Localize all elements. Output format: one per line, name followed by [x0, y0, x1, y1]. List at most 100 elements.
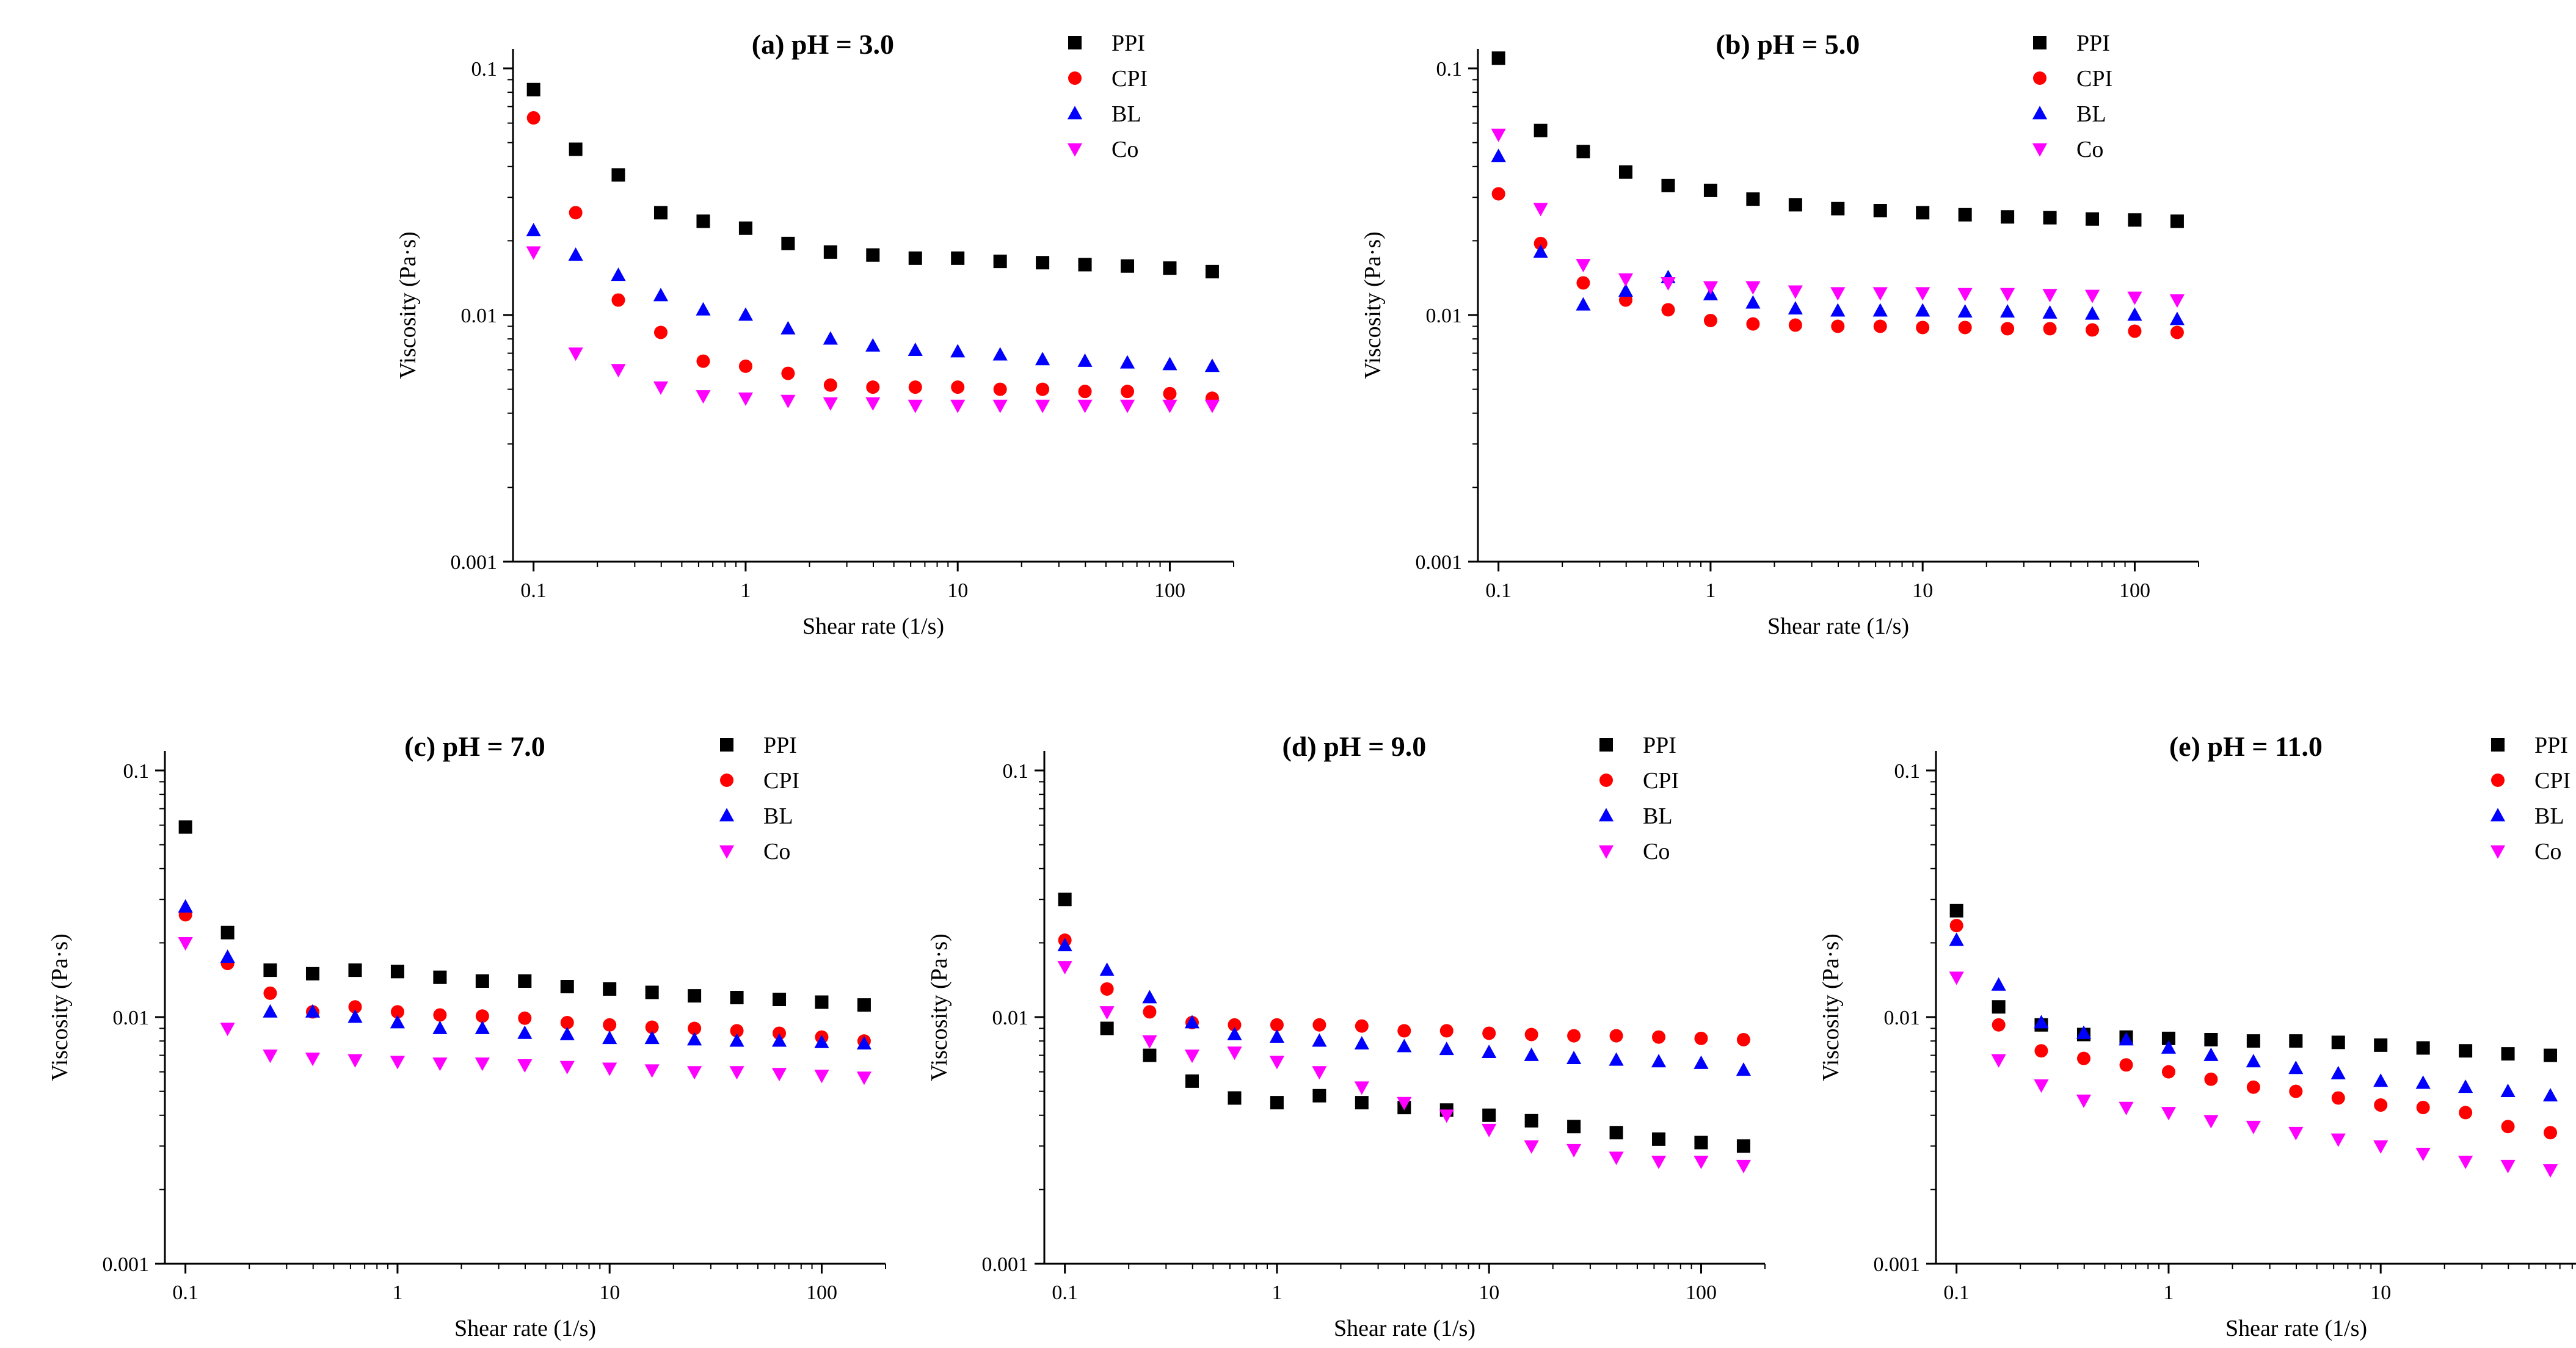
- data-point-bl: [1949, 932, 1964, 946]
- x-axis-title: Shear rate (1/s): [1767, 614, 1909, 639]
- data-point-bl: [1035, 352, 1050, 366]
- data-point-ppi: [2161, 1031, 2175, 1045]
- data-point-bl: [1830, 303, 1846, 317]
- data-point-co: [1872, 287, 1888, 301]
- data-point-bl: [653, 288, 669, 302]
- data-point-bl: [1491, 148, 1506, 162]
- data-point-cpi: [908, 380, 922, 394]
- data-point-bl: [992, 347, 1008, 361]
- data-point-co: [1204, 399, 1220, 413]
- data-point-cpi: [688, 1021, 702, 1035]
- data-point-ppi: [1694, 1136, 1708, 1150]
- data-point-cpi: [653, 325, 668, 339]
- x-tick-label: 1: [1272, 1281, 1282, 1304]
- data-point-bl: [1788, 301, 1803, 315]
- data-point-bl: [1439, 1042, 1454, 1056]
- data-point-ppi: [1831, 201, 1845, 216]
- data-point-co: [1694, 1155, 1709, 1169]
- data-point-bl: [2542, 1088, 2558, 1102]
- data-point-cpi: [1788, 318, 1802, 332]
- data-point-cpi: [2459, 1106, 2473, 1120]
- series-bl: [1057, 938, 1752, 1076]
- data-point-bl: [644, 1031, 660, 1045]
- data-point-co: [2127, 291, 2142, 305]
- data-point-cpi: [1491, 187, 1505, 201]
- x-tick-label: 100: [806, 1281, 837, 1304]
- data-point-ppi: [1121, 259, 1135, 273]
- data-point-cpi: [1121, 385, 1135, 399]
- data-point-cpi: [1661, 303, 1675, 317]
- panel-title: (e) pH = 11.0: [2169, 731, 2323, 762]
- legend-marker-bl: [2490, 808, 2506, 822]
- data-point-cpi: [2161, 1065, 2175, 1079]
- data-point-bl: [2161, 1040, 2177, 1054]
- chart-panel-a: 0.1 1 10 100 0.001 0.01 0.1 Shear rate (1/s) Vis…: [348, 0, 1246, 639]
- data-point-bl: [2042, 305, 2058, 319]
- data-point-bl: [2415, 1075, 2431, 1089]
- data-point-co: [1957, 288, 1973, 302]
- data-point-co: [1491, 128, 1506, 142]
- data-point-co: [823, 397, 838, 411]
- data-point-cpi: [348, 1000, 362, 1014]
- data-point-ppi: [730, 991, 744, 1005]
- data-point-co: [771, 1068, 787, 1082]
- data-point-cpi: [773, 1026, 787, 1040]
- y-axis-title: Viscosity (Pa·s): [1818, 933, 1844, 1081]
- series-co: [526, 246, 1220, 413]
- data-point-ppi: [1534, 123, 1548, 137]
- data-point-ppi: [433, 970, 447, 984]
- series-cpi: [1949, 919, 2558, 1140]
- data-point-cpi: [2204, 1072, 2218, 1086]
- x-tick-label: 1: [392, 1281, 402, 1304]
- data-point-ppi: [1788, 198, 1802, 212]
- data-point-co: [568, 347, 583, 361]
- data-point-co: [1830, 287, 1846, 301]
- data-point-cpi: [738, 359, 752, 373]
- data-point-cpi: [1355, 1019, 1369, 1033]
- data-point-ppi: [1312, 1089, 1326, 1103]
- data-point-co: [1703, 281, 1719, 295]
- data-point-cpi: [1524, 1027, 1538, 1042]
- data-point-cpi: [1694, 1031, 1708, 1045]
- legend: PPI CPI BL Co: [1067, 31, 1148, 162]
- data-point-bl: [2000, 304, 2015, 318]
- data-point-ppi: [1524, 1114, 1538, 1128]
- data-point-ppi: [348, 963, 362, 977]
- data-point-ppi: [220, 926, 235, 940]
- data-point-bl: [2034, 1015, 2049, 1029]
- data-point-cpi: [823, 378, 837, 392]
- data-point-ppi: [1567, 1120, 1581, 1134]
- data-point-ppi: [1746, 192, 1760, 206]
- data-point-bl: [2203, 1047, 2219, 1061]
- data-point-co: [992, 399, 1008, 413]
- data-point-ppi: [2170, 214, 2184, 228]
- legend-label-cpi: CPI: [1112, 66, 1148, 92]
- data-point-co: [2161, 1107, 2177, 1121]
- x-tick-label: 100: [2119, 579, 2150, 602]
- data-point-co: [475, 1057, 490, 1071]
- y-tick-label: 0.001: [982, 1253, 1029, 1276]
- data-point-co: [347, 1054, 363, 1068]
- data-point-co: [653, 381, 669, 395]
- data-point-ppi: [653, 206, 668, 220]
- data-point-cpi: [1482, 1026, 1496, 1040]
- series-co: [1949, 971, 2558, 1178]
- data-point-ppi: [611, 168, 625, 182]
- legend-marker-co: [1598, 845, 1614, 859]
- y-tick-label: 0.1: [471, 58, 498, 81]
- data-point-co: [2246, 1120, 2261, 1134]
- data-point-co: [1661, 277, 1676, 291]
- y-tick-label: 0.01: [461, 305, 498, 327]
- data-point-cpi: [1609, 1029, 1623, 1043]
- data-point-bl: [908, 342, 923, 356]
- data-point-bl: [1991, 977, 2006, 991]
- data-point-bl: [738, 307, 754, 321]
- x-axis-title: Shear rate (1/s): [454, 1316, 596, 1341]
- data-point-bl: [2119, 1032, 2134, 1046]
- data-point-co: [1077, 399, 1093, 413]
- series-bl: [1949, 932, 2558, 1102]
- data-point-cpi: [1567, 1029, 1581, 1043]
- data-point-co: [687, 1066, 702, 1080]
- data-point-cpi: [560, 1015, 574, 1029]
- data-point-cpi: [611, 293, 625, 307]
